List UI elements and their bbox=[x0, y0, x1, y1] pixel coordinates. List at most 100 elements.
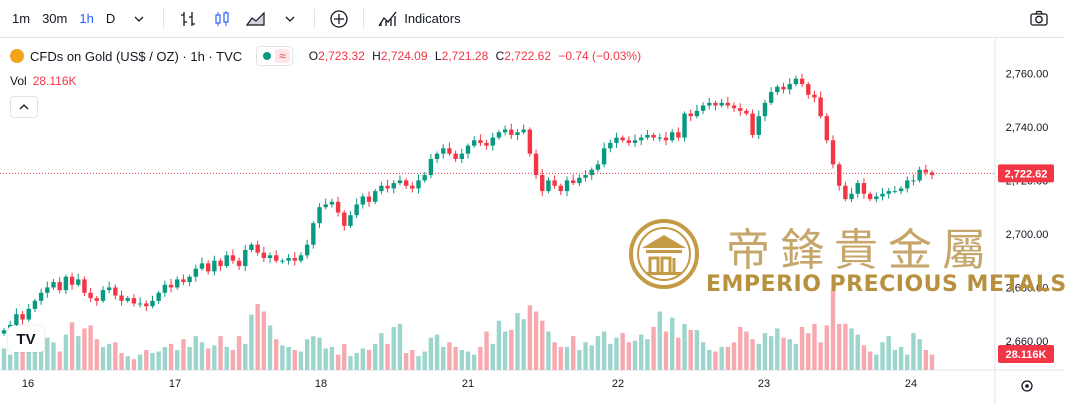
volume-bar bbox=[447, 342, 452, 370]
indicators-icon[interactable] bbox=[378, 9, 398, 29]
candle-body bbox=[787, 84, 792, 90]
candle-body bbox=[595, 164, 601, 170]
volume-bar bbox=[855, 334, 860, 370]
volume-bar bbox=[502, 331, 508, 370]
symbol-title[interactable]: CFDs on Gold (US$ / OZ) · 1h · TVC bbox=[30, 48, 243, 64]
candle-body bbox=[738, 108, 743, 111]
watermark-logo: 帝鋒貴金屬 EMPERIO PRECIOUS METALS bbox=[628, 218, 1065, 297]
candle-body bbox=[830, 140, 836, 165]
candle-body bbox=[168, 284, 174, 288]
volume-value: 28.116K bbox=[32, 74, 77, 88]
candle-body bbox=[583, 175, 588, 178]
candle-body bbox=[113, 287, 118, 296]
chevron-down-icon[interactable] bbox=[280, 9, 300, 29]
market-status-badge[interactable]: ≈ bbox=[256, 46, 293, 66]
volume-bar bbox=[923, 350, 929, 370]
price-chart[interactable]: 2,760.002,740.002,720.002,700.002,680.00… bbox=[0, 38, 1065, 404]
volume-bar bbox=[335, 354, 341, 370]
chevron-down-icon[interactable] bbox=[129, 9, 149, 29]
volume-bar bbox=[700, 342, 706, 370]
volume-bar bbox=[861, 345, 867, 370]
volume-bar bbox=[905, 354, 910, 370]
area-chart-type-icon[interactable] bbox=[246, 9, 266, 29]
indicators-button[interactable]: Indicators bbox=[404, 11, 461, 26]
timeframe-1m[interactable]: 1m bbox=[12, 11, 31, 26]
volume-bar bbox=[51, 342, 56, 370]
volume-bar bbox=[787, 339, 792, 370]
volume-bar bbox=[898, 346, 904, 370]
candle-body bbox=[781, 86, 786, 90]
candle-body bbox=[175, 279, 180, 288]
candle-body bbox=[366, 196, 372, 202]
candle-body bbox=[744, 110, 749, 114]
candle-body bbox=[731, 105, 737, 109]
wave-icon: ≈ bbox=[275, 49, 290, 63]
volume-bar bbox=[243, 343, 248, 370]
volume-bar bbox=[441, 346, 446, 370]
ohlc-values: O2,723.32 H2,724.09 L2,721.28 C2,722.62 … bbox=[309, 49, 645, 63]
volume-bar bbox=[731, 342, 737, 370]
volume-bar bbox=[738, 326, 743, 370]
candle-body bbox=[484, 142, 489, 146]
candle-body bbox=[837, 164, 842, 186]
candle-body bbox=[212, 260, 217, 272]
bar-chart-type-icon[interactable] bbox=[178, 9, 198, 29]
add-compare-icon[interactable] bbox=[329, 9, 349, 29]
volume-bar bbox=[595, 336, 601, 370]
volume-bar bbox=[929, 354, 935, 370]
timeframe-1h[interactable]: 1h bbox=[79, 11, 94, 26]
volume-bar bbox=[688, 330, 693, 370]
volume-bar bbox=[168, 343, 174, 370]
volume-bar bbox=[645, 339, 650, 370]
collapse-legend-button[interactable] bbox=[10, 96, 38, 118]
candle-body bbox=[323, 204, 328, 208]
candle-body bbox=[762, 102, 768, 117]
candle-body bbox=[360, 196, 366, 205]
volume-bar bbox=[193, 336, 198, 370]
volume-bar bbox=[552, 342, 557, 370]
volume-bar bbox=[255, 303, 260, 370]
volume-bar bbox=[465, 351, 471, 370]
volume-bar bbox=[428, 337, 434, 370]
volume-bar bbox=[824, 325, 830, 370]
candle-chart-type-icon[interactable] bbox=[212, 9, 232, 29]
candle-body bbox=[125, 298, 130, 301]
candle-body bbox=[533, 153, 539, 176]
low-value: 2,721.28 bbox=[441, 49, 489, 63]
candle-body bbox=[459, 153, 465, 160]
candle-body bbox=[898, 188, 904, 192]
volume-bar bbox=[564, 346, 570, 370]
volume-bar bbox=[422, 351, 427, 370]
candle-body bbox=[645, 134, 650, 138]
volume-bar bbox=[917, 339, 922, 370]
volume-bar bbox=[707, 350, 712, 370]
volume-bar bbox=[843, 323, 848, 370]
candle-body bbox=[713, 102, 718, 106]
volume-bar bbox=[14, 340, 19, 370]
volume-bar bbox=[329, 346, 335, 370]
volume-bar bbox=[651, 326, 656, 370]
candle-body bbox=[639, 137, 644, 141]
price-tick-label: 2,760.00 bbox=[1006, 68, 1049, 80]
volume-bar bbox=[106, 343, 112, 370]
volume-bar bbox=[342, 343, 347, 370]
volume-bar bbox=[837, 323, 842, 370]
candle-body bbox=[509, 129, 514, 135]
timeframe-30m[interactable]: 30m bbox=[42, 11, 68, 26]
timeframe-d[interactable]: D bbox=[105, 11, 116, 26]
candle-body bbox=[218, 260, 223, 267]
candle-body bbox=[1, 330, 7, 334]
gear-center bbox=[1025, 384, 1029, 388]
volume-bar bbox=[558, 346, 563, 370]
candle-body bbox=[527, 129, 533, 154]
close-value: 2,722.62 bbox=[504, 49, 552, 63]
candle-body bbox=[267, 255, 273, 259]
volume-bar bbox=[379, 333, 384, 370]
candle-body bbox=[280, 260, 285, 262]
volume-bar bbox=[391, 326, 396, 370]
volume-bar bbox=[280, 345, 285, 370]
volume-bar bbox=[385, 343, 390, 370]
volume-bar bbox=[274, 339, 279, 370]
camera-icon[interactable] bbox=[1029, 9, 1049, 32]
tradingview-logo-icon[interactable]: TV bbox=[8, 326, 44, 352]
